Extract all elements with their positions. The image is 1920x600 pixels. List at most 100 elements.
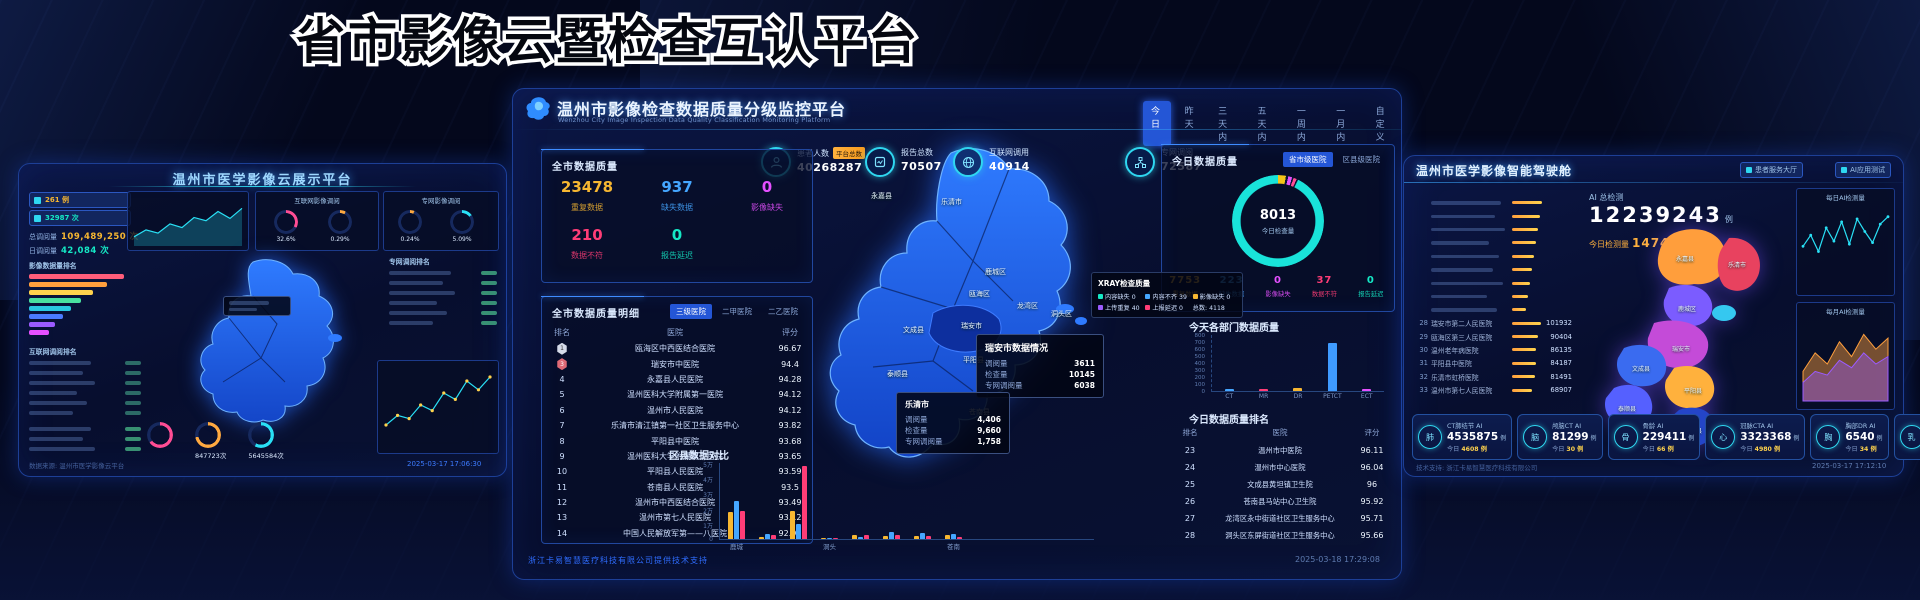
- row-text-skeleton: [29, 401, 87, 405]
- bar[interactable]: [945, 535, 950, 539]
- ai-test-button[interactable]: AI应用测试: [1835, 162, 1891, 178]
- bar[interactable]: [765, 533, 770, 539]
- bar[interactable]: [858, 536, 863, 539]
- row-text-skeleton: [389, 291, 455, 295]
- bar[interactable]: PETCT: [1323, 342, 1342, 400]
- y-tick-label: 0: [1201, 388, 1206, 395]
- bar[interactable]: [759, 536, 764, 539]
- bar[interactable]: ECT: [1361, 388, 1373, 400]
- bar[interactable]: [895, 535, 900, 539]
- scope-toggle-省市级医院[interactable]: 省市级医院: [1283, 152, 1333, 167]
- ai-card[interactable]: 骨骨龄 AI 229411 例今日 66 例: [1607, 414, 1701, 460]
- mini-bar: [1512, 375, 1536, 379]
- hospital-level-tab[interactable]: 三级医院: [670, 304, 712, 319]
- bar[interactable]: [833, 538, 838, 539]
- lungs-icon: 肺: [1418, 425, 1442, 449]
- ai-card[interactable]: 肺 CT肺结节 AI 4535875 例今日 4608 例: [1412, 414, 1513, 460]
- row-text-skeleton: [389, 321, 433, 325]
- left-chip-2[interactable]: 32987 次: [29, 210, 131, 226]
- bar[interactable]: [889, 531, 894, 539]
- time-tab-一周内[interactable]: 一周内: [1296, 107, 1306, 143]
- rank-bar: [29, 314, 63, 319]
- rank-cell: 33: [1419, 386, 1428, 395]
- breast-icon: 乳: [1899, 425, 1920, 449]
- row-value-skeleton: [125, 371, 141, 375]
- left-sparkline-panel: [127, 191, 249, 251]
- bar[interactable]: [802, 466, 807, 539]
- scope-toggle-区县级医院[interactable]: 区县级医院: [1342, 155, 1381, 164]
- bar[interactable]: [734, 500, 739, 539]
- gauge-value: 847723次: [195, 452, 227, 460]
- bar[interactable]: [796, 524, 801, 539]
- gauge-ring: [248, 422, 275, 448]
- bar[interactable]: [883, 536, 888, 539]
- bar[interactable]: CT: [1224, 388, 1234, 400]
- score-cell: 93.68: [778, 436, 802, 446]
- bar[interactable]: MR: [1259, 389, 1268, 400]
- hospital-level-tab[interactable]: 二乙医院: [768, 307, 798, 316]
- panel-title: 互联网影像调阅: [294, 197, 340, 205]
- bar[interactable]: DR: [1293, 388, 1303, 400]
- left-map[interactable]: [157, 254, 369, 426]
- rank-bar: [29, 290, 93, 295]
- rank-cell: 32: [1419, 372, 1428, 381]
- y-tick-label: 800: [1194, 332, 1206, 339]
- time-tab-昨天[interactable]: 昨天: [1184, 107, 1194, 130]
- bar[interactable]: [827, 537, 832, 539]
- bar[interactable]: [790, 510, 795, 539]
- bar[interactable]: [914, 535, 919, 539]
- bar[interactable]: [957, 536, 962, 539]
- axis-label: 鹿城: [730, 543, 743, 551]
- table-row: 3 瑞安市中医院 94.4: [542, 356, 812, 371]
- y-tick-label: 2万: [703, 507, 713, 515]
- ai-card[interactable]: 脑颅脑CT AI 81299 例今日 30 例: [1517, 414, 1603, 460]
- ai-card[interactable]: 心冠脉CTA AI 3323368 例今日 4980 例: [1705, 414, 1806, 460]
- right-dashboard-title: 温州市医学影像智能驾驶舱: [1416, 164, 1573, 178]
- score-cell: 94.12: [778, 390, 802, 400]
- rank-cell: 23: [1184, 446, 1196, 455]
- bar[interactable]: [821, 538, 826, 539]
- table-header: 排名 医院 评分: [1182, 428, 1380, 437]
- list-item-skeleton: [1414, 250, 1572, 263]
- xray-legend-item: 上报延迟 0: [1145, 303, 1188, 312]
- ai-card[interactable]: 胸胸部DR AI 6540 例今日 34 例: [1810, 414, 1889, 460]
- left-dashboard-title: 温州市医学影像云展示平台: [172, 173, 353, 188]
- today-ranking-title: 今日数据质量排名: [1189, 415, 1269, 426]
- mini-bar: [1512, 388, 1532, 392]
- map-label-文成县: 文成县: [1632, 366, 1651, 373]
- list-item: 30 温州老年病医院 86135: [1414, 343, 1572, 356]
- patient-hall-button[interactable]: 患者服务大厅: [1740, 162, 1803, 178]
- bar[interactable]: [864, 534, 869, 539]
- table-row: 25 文成县黄坦镇卫生院 96: [1173, 476, 1391, 493]
- time-tab-自定义[interactable]: 自定义: [1375, 107, 1385, 143]
- list-item-skeleton: [1414, 223, 1572, 236]
- center-dashboard-title: 温州市影像检查数据质量分级监控平台: [557, 100, 847, 119]
- bar[interactable]: [771, 534, 776, 539]
- row-value-skeleton: [125, 381, 141, 385]
- panel-title: 每月AI检测量: [1826, 308, 1865, 316]
- chip-icon: [34, 196, 41, 204]
- ai-card[interactable]: 乳乳腺钼靶 AI77915 例今日 222 例: [1893, 414, 1920, 460]
- table-row: 28 洞头区东屏街道社区卫生服务中心 95.66: [1173, 527, 1391, 544]
- time-tab-今日[interactable]: 今日: [1143, 101, 1171, 146]
- percent-ring: 0.29%: [328, 210, 352, 243]
- time-tab-五天内[interactable]: 五天内: [1257, 107, 1267, 143]
- list-item-skeleton: [1414, 303, 1572, 316]
- bar[interactable]: [926, 536, 931, 539]
- left-chip-1[interactable]: 261 例: [29, 192, 131, 208]
- row-text-skeleton: [1431, 292, 1509, 300]
- hospital-cell: 温州市中西医结合医院: [635, 498, 715, 508]
- rank-cell: 30: [1419, 345, 1428, 354]
- time-tab-三天内[interactable]: 三天内: [1218, 107, 1228, 143]
- gauge-value: 5645584次: [248, 452, 284, 460]
- bar[interactable]: [740, 510, 745, 539]
- hospital-level-tab[interactable]: 二甲医院: [722, 307, 752, 316]
- bar[interactable]: [852, 534, 857, 539]
- time-tab-一月内[interactable]: 一月内: [1336, 107, 1346, 143]
- bar[interactable]: [728, 512, 733, 539]
- list-item: [389, 318, 497, 328]
- center-dashboard: 温州市影像检查数据质量分级监控平台 Wenzhou City Image Ins…: [512, 88, 1402, 580]
- bar[interactable]: [920, 533, 925, 539]
- card-total: 4535875 例: [1447, 431, 1507, 443]
- bar[interactable]: [951, 533, 956, 539]
